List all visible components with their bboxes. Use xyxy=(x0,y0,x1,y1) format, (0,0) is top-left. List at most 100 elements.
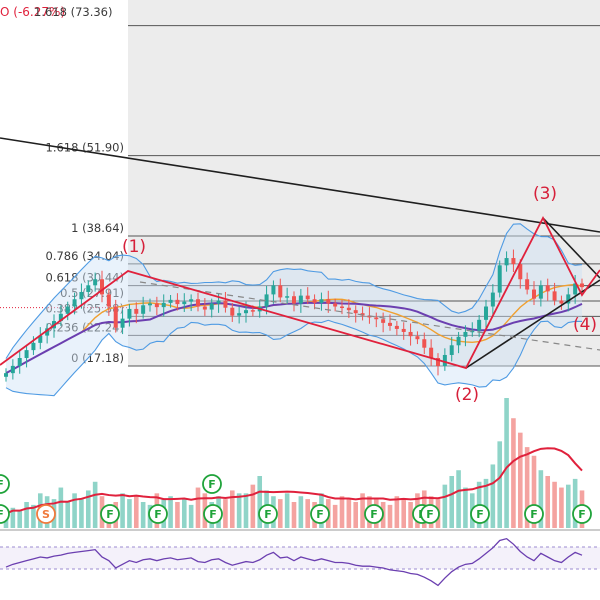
signal-marker-circle xyxy=(0,504,10,524)
signal-marker-text: F xyxy=(578,508,586,521)
candle-body xyxy=(477,319,482,331)
candle-body xyxy=(38,335,43,343)
volume-bar xyxy=(31,504,36,528)
wave-label: (4) xyxy=(573,315,597,335)
candle-body xyxy=(346,307,351,311)
candle-body xyxy=(134,308,139,314)
candle-body xyxy=(223,300,228,308)
candle-body xyxy=(209,303,214,310)
signal-markers: FFSFFFFFFFFFFFF xyxy=(0,474,592,524)
volume-bar xyxy=(442,484,448,528)
volume-bar xyxy=(229,490,235,528)
signal-marker-circle xyxy=(36,504,56,524)
volume-bar xyxy=(168,496,173,528)
candle-body xyxy=(525,279,530,290)
candle-body xyxy=(93,279,98,286)
wave-label: (2) xyxy=(455,385,479,405)
fib-label: 0.236 (22.24) xyxy=(46,320,124,334)
candle-body xyxy=(573,283,578,295)
upper-band xyxy=(5,223,583,359)
candle-body xyxy=(559,300,564,304)
volume-bar xyxy=(243,493,249,528)
candle-body xyxy=(319,299,324,303)
candle-body xyxy=(545,285,550,292)
signal-marker-text: F xyxy=(476,508,484,521)
volume-bar xyxy=(545,476,551,528)
signal-marker-text: F xyxy=(316,508,324,521)
candle-body xyxy=(353,310,358,314)
volume-bar xyxy=(298,496,304,528)
volume-bar xyxy=(195,487,201,528)
volume-bar xyxy=(360,493,365,528)
volume-bar xyxy=(332,504,338,528)
candle-body xyxy=(127,308,132,319)
candle-body xyxy=(120,318,125,328)
signal-marker-text: F xyxy=(106,508,114,521)
wave-path xyxy=(0,216,600,370)
signal-marker-circle xyxy=(202,474,222,494)
candle-body xyxy=(374,317,379,320)
candle-body xyxy=(58,313,63,322)
candle-body xyxy=(415,336,420,340)
volume-bar xyxy=(456,470,461,528)
candle-body xyxy=(182,301,187,305)
volume-bar xyxy=(250,484,256,528)
signal-marker-text: F xyxy=(209,508,217,521)
volume-bar xyxy=(72,493,77,528)
signal-marker-text: F xyxy=(264,508,272,521)
candle-body xyxy=(202,306,207,310)
volume-bar xyxy=(291,502,297,528)
candle-body xyxy=(298,295,303,304)
volume-bar xyxy=(305,499,311,528)
candle-body xyxy=(484,306,488,320)
volume-bar xyxy=(17,510,23,528)
candle-body xyxy=(216,300,221,304)
signal-marker-text: F xyxy=(208,478,216,491)
volume-bar xyxy=(483,478,489,528)
signal-marker-circle xyxy=(148,504,168,524)
candle-body xyxy=(148,303,152,306)
candle-body xyxy=(285,296,290,298)
volume-bar xyxy=(408,502,413,528)
volume-bar xyxy=(353,502,359,528)
signal-marker-circle xyxy=(524,504,544,524)
signal-marker-text: S xyxy=(42,508,50,521)
candle-body xyxy=(154,303,159,308)
candle-body xyxy=(196,299,200,307)
volume-bar xyxy=(120,493,125,528)
signal-marker-text: F xyxy=(530,508,538,521)
signal-marker-text: F xyxy=(0,508,4,521)
candle-body xyxy=(401,328,406,332)
candle-body xyxy=(566,294,571,304)
candle-body xyxy=(497,265,502,293)
candle-body xyxy=(305,295,310,300)
volume-bar xyxy=(79,499,84,528)
signal-marker-circle xyxy=(310,504,330,524)
volume-bar xyxy=(394,496,400,528)
triangle-line xyxy=(542,217,600,279)
signal-marker-text: F xyxy=(154,508,162,521)
volume-bar xyxy=(85,490,91,528)
volume-bar xyxy=(559,487,564,528)
volume-bar xyxy=(339,496,345,528)
candle-body xyxy=(264,294,269,307)
volume-bar xyxy=(572,478,578,528)
candle-body xyxy=(449,345,454,355)
volume-bar xyxy=(387,504,393,528)
signal-marker-circle xyxy=(100,504,120,524)
candle-body xyxy=(79,291,84,300)
signal-marker-circle xyxy=(470,504,490,524)
volume-bar xyxy=(58,487,64,528)
candle-body xyxy=(490,292,495,307)
candle-body xyxy=(552,291,557,301)
top-fib-label: 1.618 (73.36) xyxy=(34,5,112,19)
candle-body xyxy=(4,373,8,377)
candle-body xyxy=(504,258,509,266)
signal-marker-text: F xyxy=(426,508,434,521)
volume-bars xyxy=(3,398,585,528)
fibonacci-levels: 1.618 (51.90)1 (38.64)0.786 (34.04)0.618… xyxy=(0,25,600,367)
candle-body xyxy=(175,299,180,305)
elliott-waves: (1) (2) (3) (4) xyxy=(0,184,600,405)
candle-body xyxy=(580,283,584,288)
